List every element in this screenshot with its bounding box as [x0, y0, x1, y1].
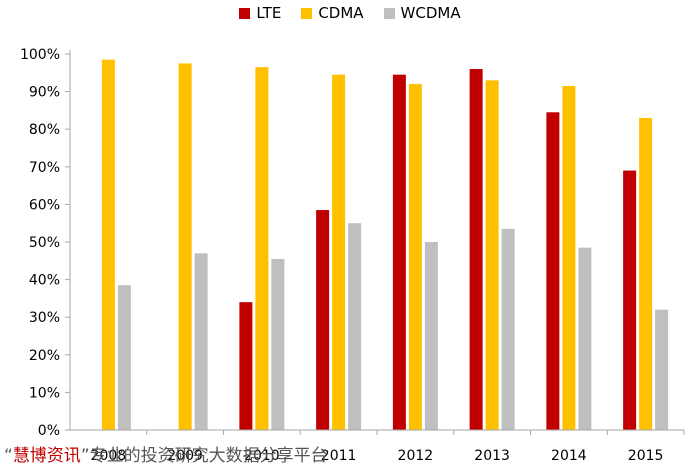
watermark-text: “慧博资讯”专业的投资研究大数据分享平台: [4, 441, 328, 466]
y-tick-label: 10%: [29, 385, 60, 401]
x-tick-label: 2012: [398, 448, 434, 464]
chart-legend: LTE CDMA WCDMA: [0, 4, 700, 22]
y-axis: 0% 10% 20% 30% 40% 50% 60% 70% 80% 90% 100%: [20, 47, 71, 439]
x-tick-label: 2013: [474, 448, 510, 464]
x-tick-label: 2011: [321, 448, 357, 464]
bars: [101, 59, 669, 431]
bar-lte-2011: [316, 210, 330, 430]
bar-wcdma-2011: [348, 223, 362, 430]
bar-wcdma-2008: [117, 285, 131, 430]
bar-wcdma-2014: [578, 247, 592, 430]
bar-cdma-2015: [639, 117, 653, 431]
y-tick-label: 20%: [29, 348, 60, 364]
bar-cdma-2008: [101, 59, 115, 430]
bar-wcdma-2015: [655, 309, 669, 430]
bar-cdma-2013: [485, 80, 499, 430]
y-tick-label: 90%: [29, 85, 60, 101]
legend-swatch: [301, 7, 313, 19]
bar-wcdma-2009: [194, 253, 208, 430]
x-tick-label: 2008: [91, 448, 127, 464]
watermark-brand: 慧博资讯: [12, 446, 81, 466]
bar-lte-2012: [392, 74, 406, 431]
bar-cdma-2010: [255, 67, 269, 430]
legend-label: LTE: [256, 4, 282, 22]
bar-wcdma-2010: [271, 258, 285, 430]
bar-cdma-2014: [562, 85, 576, 431]
x-axis: 2008 2009 2010 2011 2012 2013 2014 2015: [70, 429, 685, 464]
watermark-open-quote: “: [4, 446, 13, 466]
y-tick-label: 0%: [38, 423, 60, 439]
legend-item-cdma: CDMA: [301, 4, 364, 22]
legend-item-lte: LTE: [239, 4, 281, 22]
legend-swatch: [383, 7, 395, 19]
bar-cdma-2009: [178, 63, 192, 431]
y-tick-label: 50%: [29, 235, 60, 251]
bar-cdma-2012: [408, 84, 422, 430]
x-tick-label: 2014: [551, 448, 587, 464]
x-tick-label: 2009: [167, 448, 203, 464]
bar-lte-2013: [469, 69, 483, 430]
y-tick-label: 100%: [20, 47, 60, 63]
y-tick-label: 40%: [29, 273, 60, 289]
y-tick-label: 70%: [29, 160, 60, 176]
bar-lte-2010: [239, 302, 253, 430]
y-tick-label: 80%: [29, 122, 60, 138]
legend-label: WCDMA: [400, 4, 461, 22]
y-tick-label: 60%: [29, 197, 60, 213]
legend-item-wcdma: WCDMA: [383, 4, 461, 22]
bar-wcdma-2013: [501, 228, 515, 430]
bar-wcdma-2012: [424, 242, 438, 430]
x-tick-label: 2010: [244, 448, 280, 464]
legend-label: CDMA: [318, 4, 364, 22]
legend-swatch: [239, 7, 251, 19]
y-tick-label: 30%: [29, 310, 60, 326]
bar-lte-2015: [623, 170, 637, 430]
bar-cdma-2011: [332, 74, 346, 431]
watermark-rest: ”专业的投资研究大数据分享平台: [80, 446, 328, 466]
bar-lte-2014: [546, 112, 560, 430]
x-tick-label: 2015: [628, 448, 664, 464]
